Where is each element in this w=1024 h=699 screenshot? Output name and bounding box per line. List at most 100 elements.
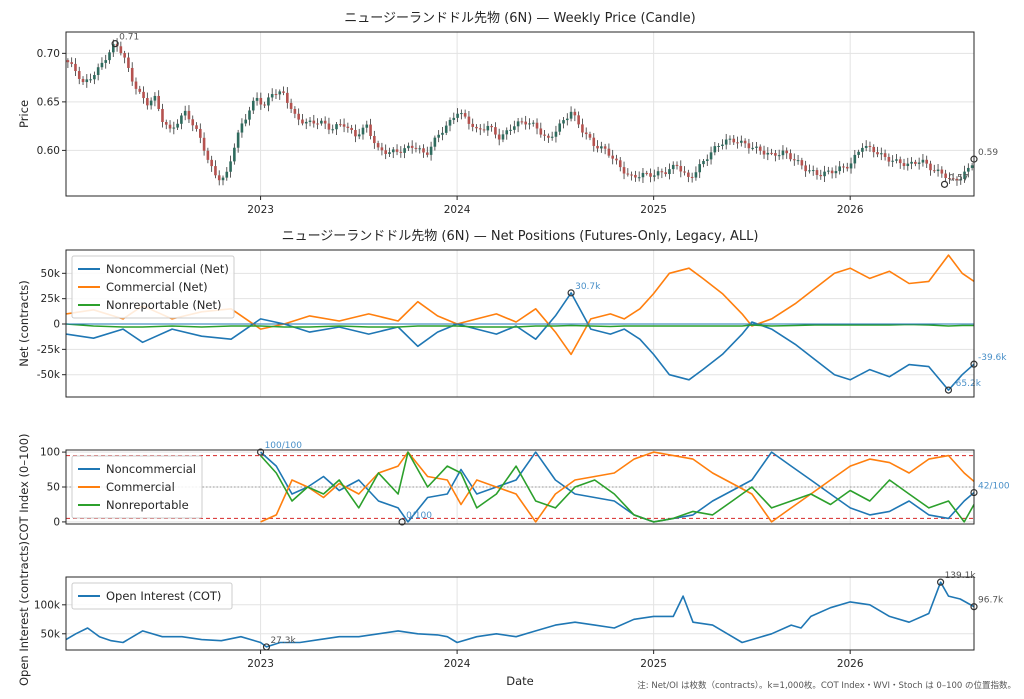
y-tick-label: -50k	[37, 369, 61, 381]
candle-body	[214, 166, 217, 176]
candle-body	[940, 169, 944, 174]
y-tick-label: 0.65	[37, 96, 60, 108]
candle-body	[558, 123, 562, 132]
candle-body	[327, 123, 331, 130]
candle-body	[955, 178, 959, 181]
x-tick-label: 2023	[247, 658, 274, 670]
legend-entry: Nonreportable	[106, 498, 189, 512]
candle-body	[494, 127, 497, 135]
y-tick-label: 0.60	[37, 145, 60, 157]
candle-body	[709, 152, 713, 160]
candle-body	[562, 120, 565, 124]
candle-body	[490, 125, 493, 128]
candle-body	[656, 171, 660, 176]
candle-body	[429, 146, 433, 155]
candle-body	[622, 167, 626, 174]
candle-body	[694, 172, 698, 178]
candle-body	[743, 140, 747, 144]
candle-body	[263, 104, 266, 106]
candle-body	[225, 171, 229, 178]
candle-body	[460, 113, 463, 115]
candle-body	[963, 171, 966, 179]
candle-body	[426, 152, 429, 155]
extreme-marker	[567, 289, 575, 297]
candle-body	[301, 119, 304, 124]
candle-body	[634, 174, 637, 178]
candle-body	[524, 121, 527, 125]
candle-body	[849, 163, 853, 169]
candle-body	[728, 138, 732, 140]
extreme-marker	[936, 578, 945, 586]
plot-frame	[65, 449, 975, 525]
candle-body	[199, 128, 202, 138]
candle-body	[842, 166, 845, 168]
candle-body	[210, 159, 213, 167]
x-tick-label: 2025	[640, 658, 667, 670]
candle-body	[936, 169, 940, 172]
candle-body	[774, 153, 777, 156]
candle-body	[433, 137, 437, 147]
candle-body	[248, 110, 251, 120]
candle-body	[637, 177, 641, 179]
candle-body	[312, 120, 316, 124]
legend-entry: Commercial (Net)	[106, 280, 208, 294]
marker-label: 42/100	[978, 482, 1010, 492]
y-tick-label: 0	[53, 516, 60, 528]
candle-body	[834, 171, 838, 174]
candle-body	[618, 160, 622, 168]
extreme-marker	[256, 448, 265, 456]
candle-body	[698, 164, 702, 173]
candle-body	[142, 91, 145, 99]
candle-body	[236, 132, 240, 148]
candle-body	[876, 152, 879, 155]
candle-body	[509, 129, 512, 131]
candle-body	[762, 150, 766, 155]
candle-body	[626, 173, 630, 175]
candle-body	[456, 113, 459, 118]
candle-body	[365, 124, 369, 128]
candle-body	[259, 97, 263, 105]
candle-body	[195, 125, 198, 129]
candle-body	[910, 161, 913, 164]
candle-body	[240, 123, 244, 133]
y-axis-label: Price	[17, 100, 31, 128]
extreme-marker	[940, 180, 949, 188]
candle-body	[705, 159, 709, 161]
candle-body	[811, 170, 815, 172]
candle-body	[883, 153, 887, 157]
y-axis-label: Net (contracts)	[17, 280, 31, 367]
y-tick-label: 50k	[41, 628, 61, 640]
candle-body	[255, 97, 259, 101]
candle-body	[717, 145, 720, 147]
candle-body	[690, 176, 694, 178]
candle-body	[819, 174, 823, 177]
candle-body	[191, 119, 195, 126]
candle-body	[800, 160, 804, 166]
y-tick-label: 0.70	[37, 48, 60, 60]
candle-body	[463, 113, 467, 117]
candle-body	[168, 124, 172, 129]
candle-body	[444, 125, 448, 133]
candle-body	[679, 165, 683, 172]
candle-body	[528, 123, 531, 125]
price-panel: 0.60 0.65 0.70 2023 2024 2025 2026 Price ニュージーラン…	[17, 11, 998, 216]
candle-body	[789, 153, 792, 160]
candle-body	[104, 60, 108, 63]
candle-body	[959, 178, 963, 181]
candle-body	[161, 108, 164, 123]
candle-body	[410, 145, 414, 148]
candle-body	[354, 129, 357, 137]
x-tick-label: 2026	[837, 658, 864, 670]
candle-body	[736, 142, 739, 144]
x-tick-label: 2025	[640, 204, 667, 216]
series-line-0	[66, 292, 974, 391]
y-axis-label: Open Interest (contracts)	[17, 541, 31, 686]
series-line-2	[260, 451, 974, 523]
candle-body	[304, 121, 308, 124]
candle-body	[221, 177, 225, 181]
y-tick-label: 100k	[34, 599, 61, 611]
candle-body	[921, 159, 925, 163]
candle-body	[615, 158, 618, 161]
candle-body	[898, 159, 902, 164]
candle-body	[668, 169, 671, 175]
